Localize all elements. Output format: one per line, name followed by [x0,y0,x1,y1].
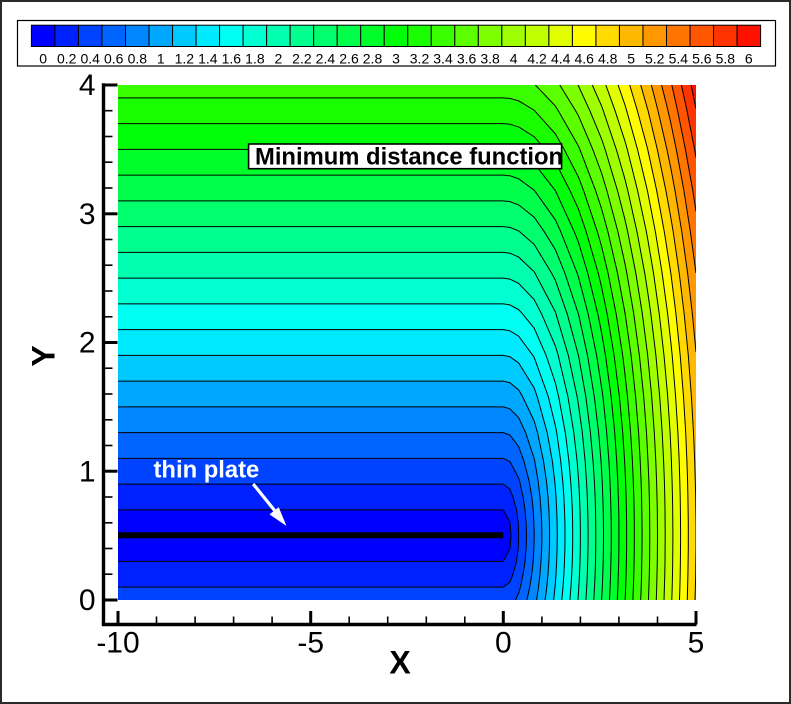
svg-text:0: 0 [39,51,47,67]
svg-text:Minimum distance function: Minimum distance function [255,144,563,171]
svg-text:thin plate: thin plate [154,457,260,484]
svg-text:5.2: 5.2 [645,51,665,67]
svg-text:3: 3 [392,51,400,67]
svg-text:2: 2 [79,327,96,360]
svg-text:2: 2 [275,51,283,67]
svg-text:0: 0 [495,627,512,660]
svg-text:3.6: 3.6 [457,51,477,67]
svg-text:2.2: 2.2 [292,51,312,67]
svg-text:1: 1 [157,51,165,67]
svg-text:3.8: 3.8 [480,51,500,67]
svg-text:4: 4 [79,69,96,102]
svg-text:5.6: 5.6 [692,51,712,67]
svg-text:1.6: 1.6 [222,51,242,67]
svg-text:4.2: 4.2 [527,51,547,67]
svg-text:0.8: 0.8 [128,51,148,67]
svg-text:5: 5 [688,627,705,660]
svg-text:1.4: 1.4 [198,51,218,67]
svg-text:-5: -5 [297,627,324,660]
svg-text:4: 4 [510,51,518,67]
svg-text:3: 3 [79,198,96,231]
svg-text:2.8: 2.8 [363,51,383,67]
svg-text:2.4: 2.4 [316,51,336,67]
svg-text:5.8: 5.8 [716,51,736,67]
svg-text:5.4: 5.4 [669,51,689,67]
svg-text:0.6: 0.6 [104,51,124,67]
svg-text:4.6: 4.6 [574,51,594,67]
svg-text:3.2: 3.2 [410,51,430,67]
svg-text:3.4: 3.4 [433,51,453,67]
svg-text:5: 5 [627,51,635,67]
svg-text:4.8: 4.8 [598,51,618,67]
svg-text:1: 1 [79,455,96,488]
svg-text:0.2: 0.2 [57,51,77,67]
svg-text:-10: -10 [96,627,139,660]
svg-text:1.8: 1.8 [245,51,265,67]
svg-text:0.4: 0.4 [80,51,100,67]
svg-text:0: 0 [79,584,96,617]
svg-text:Y: Y [26,345,62,366]
svg-text:X: X [389,645,411,681]
svg-text:1.2: 1.2 [175,51,195,67]
svg-text:2.6: 2.6 [339,51,359,67]
svg-text:4.4: 4.4 [551,51,571,67]
svg-text:6: 6 [745,51,753,67]
